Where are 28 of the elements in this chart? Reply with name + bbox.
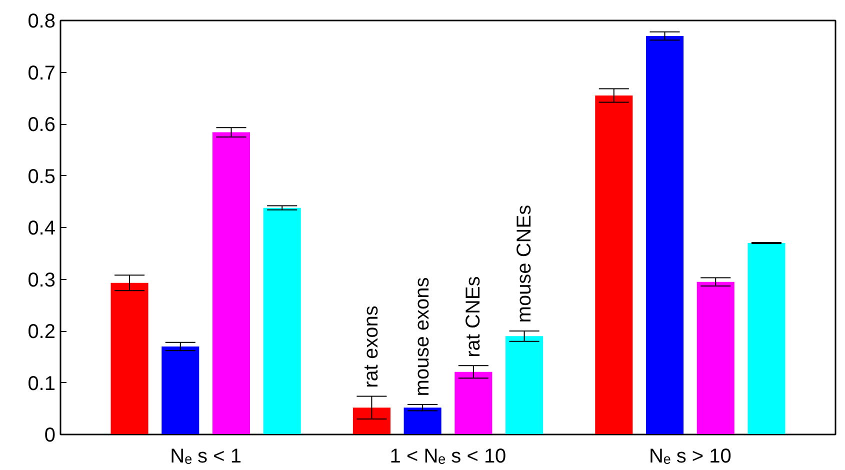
bar bbox=[748, 243, 786, 434]
y-tick-label: 0.5 bbox=[28, 166, 56, 188]
bar bbox=[506, 336, 544, 434]
x-tick-label: 1 < Nₑ s < 10 bbox=[390, 446, 506, 468]
y-tick-label: 0.8 bbox=[28, 10, 56, 32]
y-tick-label: 0.4 bbox=[28, 218, 56, 240]
bar bbox=[212, 132, 250, 434]
bar bbox=[696, 282, 734, 434]
bar bbox=[454, 372, 492, 434]
y-tick-label: 0.6 bbox=[28, 114, 56, 136]
bar bbox=[404, 408, 442, 434]
y-tick-label: 0.3 bbox=[28, 269, 56, 292]
x-tick-label: Nₑ s < 1 bbox=[170, 446, 242, 468]
bar bbox=[110, 282, 148, 434]
y-tick-label: 0.7 bbox=[28, 62, 56, 84]
text: rat CNEs bbox=[462, 276, 484, 358]
bar bbox=[352, 408, 390, 434]
bar bbox=[595, 96, 633, 434]
y-tick-label: 0 bbox=[44, 424, 56, 446]
bar bbox=[263, 208, 301, 434]
bar bbox=[646, 36, 684, 434]
x-tick-label: Nₑ s > 10 bbox=[648, 446, 732, 468]
y-tick-label: 0.2 bbox=[28, 321, 56, 343]
text: rat exons bbox=[360, 306, 383, 388]
text: mouse CNEs bbox=[513, 204, 536, 323]
bar bbox=[162, 346, 200, 434]
text: mouse exons bbox=[412, 277, 434, 396]
y-tick-label: 0.1 bbox=[28, 372, 56, 395]
